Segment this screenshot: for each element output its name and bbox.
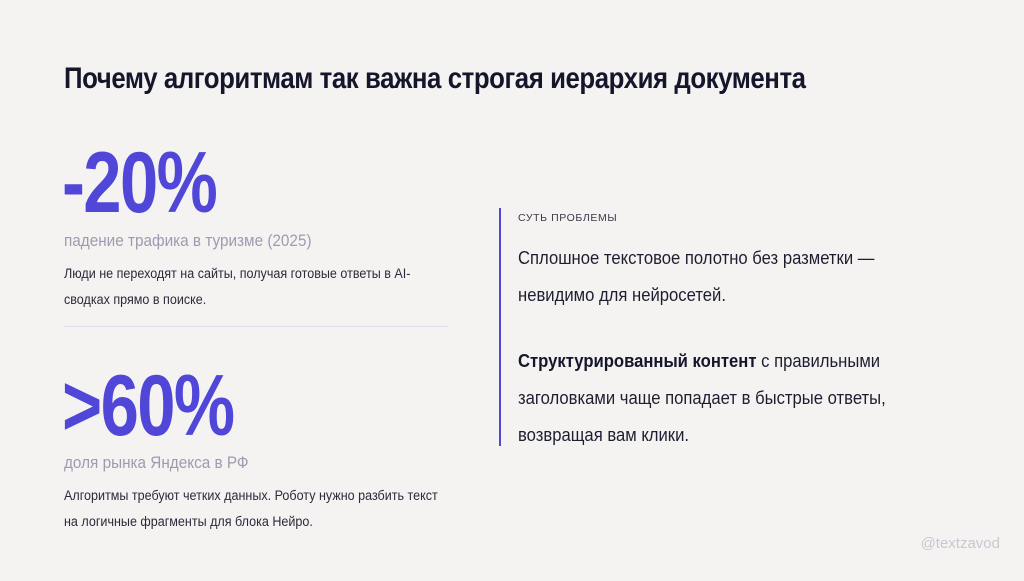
stat-value-yandex-share: >60% <box>62 358 235 454</box>
stat-description-traffic-drop: Люди не переходят на сайты, получая гото… <box>64 266 411 307</box>
stat-label-yandex-share: доля рынка Яндекса в РФ <box>64 453 249 472</box>
stats-divider <box>64 326 448 327</box>
stat-description-yandex-share: Алгоритмы требуют четких данных. Роботу … <box>64 488 438 529</box>
stat-label-traffic-drop: падение трафика в туризме (2025) <box>64 231 312 250</box>
problem-paragraph-2-bold: Структурированный контент <box>518 350 757 371</box>
accent-vertical-bar <box>499 208 501 446</box>
problem-paragraph-2: Структурированный контент с правильными … <box>518 342 941 453</box>
brand-handle: @textzavod <box>920 535 1000 552</box>
page-title: Почему алгоритмам так важна строгая иера… <box>64 62 806 95</box>
problem-kicker: СУТЬ ПРОБЛЕМЫ <box>518 212 618 224</box>
stat-value-traffic-drop: -20% <box>62 135 218 231</box>
problem-paragraph-1: Сплошное текстовое полотно без разметки … <box>518 247 875 305</box>
problem-paragraph-2-rest: с правильными заголовками чаще попадает … <box>518 350 886 445</box>
